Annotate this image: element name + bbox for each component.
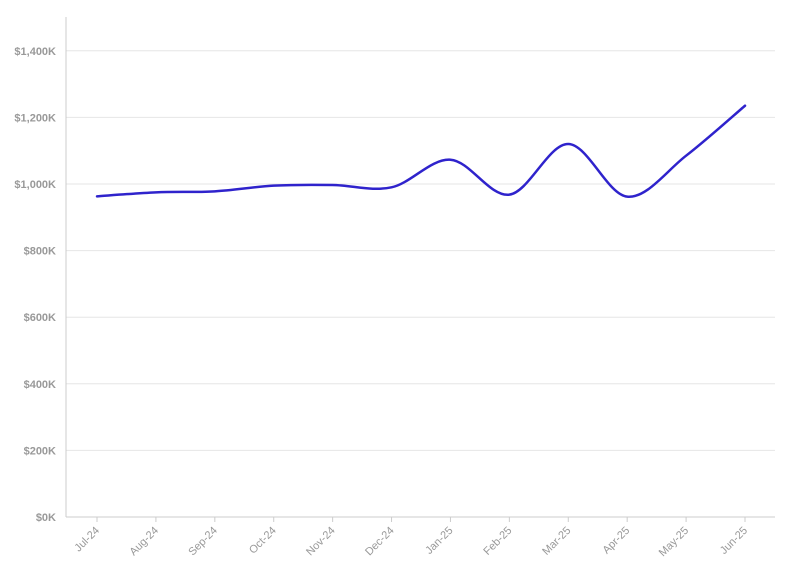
data-point bbox=[95, 194, 99, 198]
axes bbox=[65, 17, 775, 518]
data-point bbox=[213, 189, 217, 193]
grid-lines bbox=[66, 50, 775, 451]
data-point bbox=[331, 183, 335, 187]
x-tick-label: Oct-24 bbox=[247, 525, 279, 557]
y-tick-label: $400K bbox=[24, 379, 56, 391]
y-tick-label: $1,200K bbox=[14, 112, 56, 124]
x-tick-label: Dec-24 bbox=[363, 525, 397, 559]
x-tick-label: Jan-25 bbox=[423, 525, 455, 557]
data-point bbox=[154, 190, 158, 194]
data-point bbox=[566, 142, 570, 146]
x-tick-label: May-25 bbox=[657, 525, 691, 559]
data-point bbox=[743, 104, 747, 108]
data-point bbox=[684, 154, 688, 158]
y-tick-label: $1,000K bbox=[14, 179, 56, 191]
x-tick-label: Feb-25 bbox=[481, 525, 514, 558]
y-axis-ticks: $0K $200K $400K $600K $800K $1,000K $1,200K $1,… bbox=[14, 46, 56, 524]
y-tick-label: $0K bbox=[36, 512, 56, 524]
y-tick-label: $600K bbox=[24, 312, 56, 324]
x-tick-label: Jun-25 bbox=[718, 525, 750, 557]
y-tick-label: $800K bbox=[24, 246, 56, 258]
data-point bbox=[507, 193, 511, 197]
x-tick-label: Aug-24 bbox=[127, 525, 161, 559]
x-axis-ticks: Jul-24 Aug-24 Sep-24 Oct-24 Nov-24 Dec-24 Jan-… bbox=[72, 517, 750, 559]
y-tick-label: $200K bbox=[24, 445, 56, 457]
y-tick-label: $1,400K bbox=[14, 46, 56, 58]
data-point bbox=[390, 185, 394, 189]
x-tick-label: Nov-24 bbox=[304, 525, 338, 559]
x-tick-label: Sep-24 bbox=[186, 525, 220, 559]
series-layer bbox=[95, 104, 747, 199]
x-tick-label: Apr-25 bbox=[600, 525, 632, 557]
data-point bbox=[448, 158, 452, 162]
x-tick-label: Mar-25 bbox=[540, 525, 573, 558]
series-line bbox=[95, 104, 747, 198]
x-tick-label: Jul-24 bbox=[72, 525, 102, 555]
data-point bbox=[272, 184, 276, 188]
data-point bbox=[625, 195, 629, 199]
